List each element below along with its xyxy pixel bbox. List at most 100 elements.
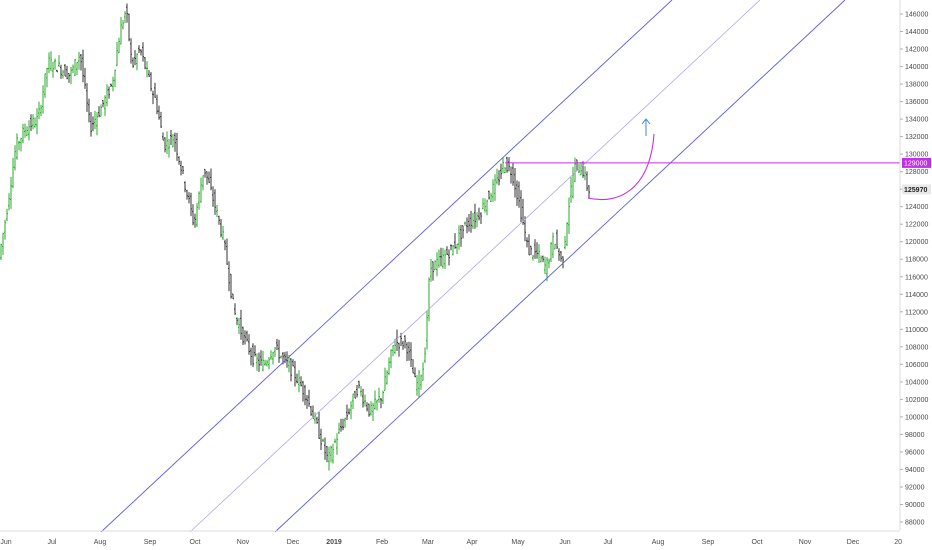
price-bar (96, 112, 98, 136)
y-tick-label: 100000 (905, 414, 928, 421)
y-tick-label: 88000 (905, 520, 925, 527)
price-bar (362, 388, 364, 408)
price-bar (394, 338, 396, 354)
price-bar (168, 139, 170, 158)
price-bar (8, 193, 10, 211)
price-bar (488, 190, 490, 200)
y-tick-label: 118000 (905, 257, 928, 264)
y-tick-label: 128000 (905, 169, 928, 176)
price-bar (318, 411, 320, 439)
price-bar (478, 207, 480, 221)
price-bar (424, 347, 426, 363)
y-tick-label: 116000 (905, 274, 928, 281)
price-bar (132, 57, 134, 68)
price-bar (326, 445, 328, 463)
price-bar (252, 343, 254, 367)
price-bar (586, 171, 588, 191)
price-bar (242, 326, 244, 345)
price-bar (248, 334, 250, 355)
price-bar (462, 225, 464, 239)
price-bar (298, 370, 300, 393)
price-bar (416, 375, 418, 396)
y-tick-label: 96000 (905, 449, 925, 456)
price-bar (112, 76, 114, 92)
price-bar (410, 342, 412, 367)
price-bar (170, 130, 172, 145)
price-bar (134, 50, 136, 66)
price-bar (10, 176, 12, 209)
price-bar (150, 72, 152, 92)
price-bar (504, 167, 506, 173)
price-bar (0, 243, 2, 261)
y-tick-label: 110000 (905, 327, 928, 334)
x-tick-label: Oct (752, 539, 763, 546)
price-bar (148, 70, 150, 77)
price-bar (234, 303, 236, 315)
price-bar (556, 229, 558, 249)
price-bar (534, 239, 536, 259)
price-bar (498, 170, 500, 186)
price-bar (192, 204, 194, 226)
price-bar (558, 248, 560, 261)
price-bar (490, 192, 492, 202)
price-bar (528, 234, 530, 256)
price-bar (236, 317, 238, 326)
price-bar (156, 94, 158, 115)
price-bar (350, 401, 352, 420)
price-bar (40, 104, 42, 116)
price-bar (572, 166, 574, 199)
price-bar (396, 329, 398, 351)
y-tick-label: 114000 (905, 292, 928, 299)
price-bar (270, 350, 272, 360)
price-bar (90, 112, 92, 137)
price-bar (28, 120, 30, 141)
price-bar (518, 181, 520, 208)
price-bar (62, 69, 64, 79)
price-bar (216, 205, 218, 218)
price-bar (108, 86, 110, 99)
price-bar (514, 168, 516, 198)
price-bar (46, 67, 48, 88)
price-bar (522, 198, 524, 225)
price-bar (140, 49, 142, 56)
price-bar (88, 98, 90, 123)
y-tick-label: 108000 (905, 344, 928, 351)
price-bar (344, 417, 346, 428)
price-bar (80, 54, 82, 71)
price-bar (568, 197, 570, 234)
x-axis: Jun Jul Aug Sep Oct Nov Dec 2019 Feb Mar Apr May Jun… (0, 530, 902, 546)
price-bar (142, 42, 144, 62)
price-bar (582, 161, 584, 178)
price-bar (136, 53, 138, 71)
price-markers: 129000 125970 (902, 157, 931, 195)
price-bar (536, 242, 538, 259)
price-bar (50, 51, 52, 72)
price-bar (496, 168, 498, 185)
price-bar (588, 185, 590, 199)
price-bar (152, 90, 154, 105)
price-bar (256, 353, 258, 371)
price-bar (220, 218, 222, 238)
price-bar (440, 247, 442, 267)
price-bar (316, 416, 318, 424)
price-bar (406, 342, 408, 362)
price-bar (456, 243, 458, 254)
x-tick-label: Jul (48, 539, 57, 546)
price-bar (560, 251, 562, 262)
price-bar (104, 95, 106, 116)
y-tick-label: 144000 (905, 29, 928, 36)
price-bar (232, 293, 234, 300)
price-bar (92, 116, 94, 132)
price-bar (430, 259, 432, 282)
price-bar (348, 408, 350, 415)
price-bar (74, 58, 76, 77)
x-tick-label: Oct (190, 539, 201, 546)
price-bar (388, 357, 390, 376)
price-bar (196, 203, 198, 227)
price-bar (114, 69, 116, 88)
price-bar (448, 249, 450, 266)
price-bar (494, 174, 496, 201)
price-bar (18, 140, 20, 151)
price-bar (404, 335, 406, 349)
